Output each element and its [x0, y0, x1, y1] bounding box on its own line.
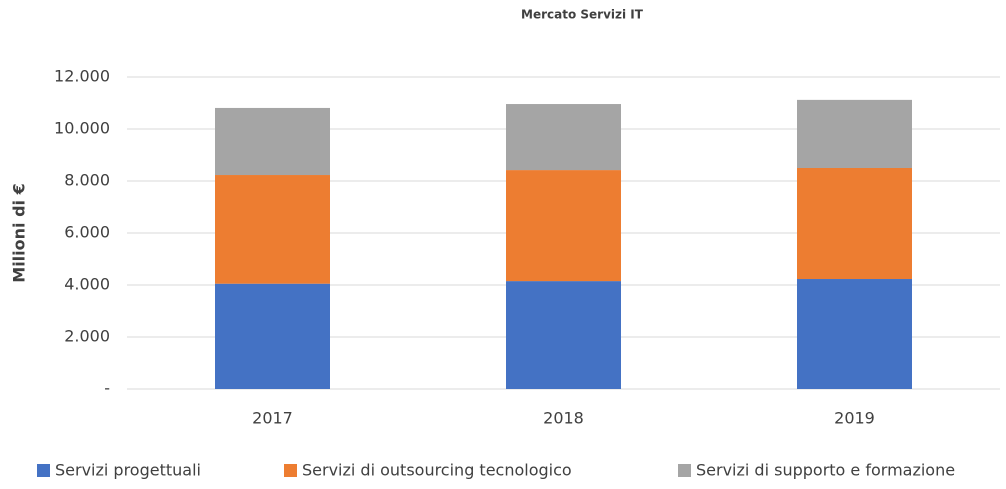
x-tick-label: 2019: [834, 409, 875, 428]
legend-label: Servizi di outsourcing tecnologico: [302, 461, 572, 480]
bar-segment: [506, 170, 621, 282]
y-tick-label: 4.000: [64, 275, 110, 294]
bar-segment: [506, 281, 621, 389]
y-tick-label: 12.000: [54, 67, 110, 86]
legend-swatch: [284, 464, 297, 477]
y-axis-label: Milioni di €: [10, 183, 29, 282]
bar-segment: [797, 279, 912, 389]
y-tick-label: -: [104, 379, 110, 398]
legend-swatch: [37, 464, 50, 477]
legend-swatch: [678, 464, 691, 477]
x-tick-label: 2018: [543, 409, 584, 428]
y-tick-label: 2.000: [64, 327, 110, 346]
bar-segment: [797, 99, 912, 168]
bar-segment: [215, 283, 330, 389]
x-tick-label: 2017: [252, 409, 293, 428]
chart-title: Mercato Servizi IT: [521, 8, 644, 22]
y-tick-label: 8.000: [64, 171, 110, 190]
legend-label: Servizi di supporto e formazione: [696, 461, 955, 480]
bar-segment: [215, 175, 330, 284]
bar-segment: [215, 107, 330, 176]
bar-segment: [506, 104, 621, 171]
y-tick-label: 10.000: [54, 119, 110, 138]
y-tick-label: 6.000: [64, 223, 110, 242]
bar-segment: [797, 168, 912, 280]
legend-label: Servizi progettuali: [55, 461, 201, 480]
